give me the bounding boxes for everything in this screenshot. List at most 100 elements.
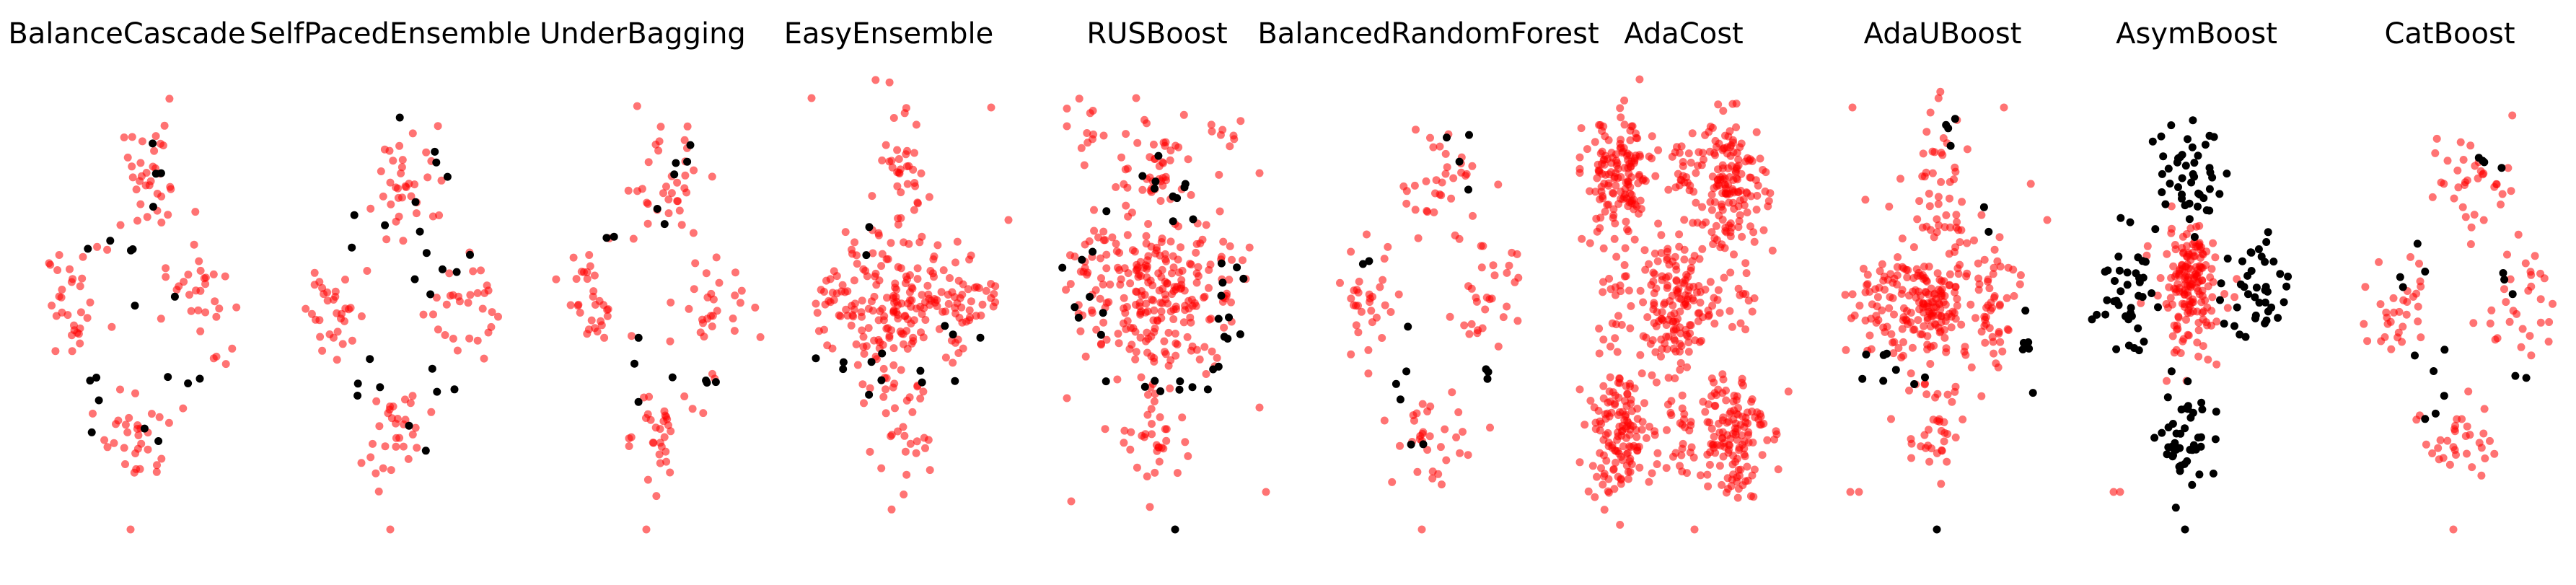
minority-point: [1671, 262, 1680, 270]
minority-point: [1750, 465, 1759, 474]
minority-point: [1750, 237, 1759, 246]
minority-point: [1942, 344, 1951, 353]
minority-point: [1667, 411, 1676, 419]
minority-point: [1929, 303, 1938, 312]
minority-point: [1922, 390, 1931, 399]
minority-point: [1132, 94, 1140, 102]
minority-point: [130, 468, 139, 477]
majority-point: [2163, 450, 2171, 459]
panel-title: UnderBagging: [540, 17, 746, 50]
minority-point: [1596, 449, 1604, 457]
minority-point: [55, 251, 63, 259]
minority-point: [2193, 338, 2202, 347]
majority-point: [1465, 131, 1473, 139]
minority-point: [2184, 291, 2193, 300]
minority-point: [1623, 225, 1631, 234]
minority-point: [1741, 259, 1750, 268]
minority-point: [1980, 255, 1989, 264]
majority-point: [812, 354, 820, 363]
minority-point: [1700, 155, 1707, 164]
majority-point: [672, 159, 680, 167]
minority-point: [473, 336, 482, 345]
majority-point: [2111, 277, 2119, 285]
minority-point: [1620, 272, 1629, 281]
minority-point: [1609, 189, 1618, 198]
majority-point: [154, 437, 163, 445]
minority-point: [1678, 404, 1687, 413]
minority-point: [386, 525, 395, 534]
majority-point: [2480, 158, 2489, 167]
majority-point: [426, 290, 435, 299]
majority-point: [1858, 374, 1867, 383]
majority-point: [1169, 217, 1177, 226]
minority-point: [1707, 228, 1716, 237]
minority-point: [1626, 136, 1635, 144]
majority-point: [2198, 405, 2207, 414]
minority-point: [902, 162, 911, 171]
minority-point: [1477, 263, 1486, 272]
majority-point: [452, 268, 461, 276]
minority-point: [1985, 324, 1994, 333]
minority-point: [1090, 226, 1099, 235]
minority-point: [1611, 399, 1619, 408]
minority-point: [1879, 276, 1888, 285]
minority-point: [1930, 289, 1939, 298]
minority-point: [1878, 306, 1886, 315]
majority-point: [2181, 424, 2189, 433]
minority-point: [1486, 423, 1494, 432]
majority-point: [2123, 281, 2132, 289]
majority-point: [1169, 192, 1177, 201]
minority-point: [408, 392, 417, 400]
minority-point: [1701, 408, 1710, 416]
minority-point: [473, 289, 482, 297]
minority-point: [1192, 278, 1201, 287]
minority-point: [1138, 185, 1147, 194]
minority-point: [2507, 187, 2515, 195]
minority-point: [1739, 381, 1747, 390]
minority-point: [1610, 172, 1619, 181]
minority-point: [597, 317, 605, 325]
minority-point: [1094, 233, 1102, 242]
minority-point: [682, 188, 691, 197]
minority-point: [1963, 239, 1971, 247]
minority-point: [1513, 317, 1522, 325]
minority-point: [1262, 488, 1270, 496]
minority-point: [1380, 255, 1389, 263]
majority-point: [949, 330, 957, 339]
majority-point: [2161, 200, 2170, 208]
minority-point: [1762, 168, 1770, 177]
minority-point: [1138, 291, 1146, 300]
majority-point: [686, 141, 695, 149]
minority-point: [708, 172, 716, 181]
majority-point: [450, 385, 459, 394]
majority-point: [353, 392, 362, 400]
minority-point: [1352, 321, 1360, 330]
minority-point: [2498, 190, 2507, 198]
minority-point: [1612, 447, 1620, 455]
minority-point: [852, 340, 861, 348]
minority-point: [1745, 157, 1754, 165]
minority-point: [395, 141, 404, 150]
minority-point: [1600, 506, 1609, 514]
minority-point: [1942, 211, 1951, 219]
minority-point: [1728, 100, 1737, 108]
minority-point: [1595, 167, 1603, 176]
minority-point: [1657, 249, 1666, 258]
minority-point: [1707, 190, 1716, 199]
minority-point: [1132, 348, 1140, 356]
minority-point: [2186, 224, 2195, 232]
minority-point: [964, 285, 972, 294]
minority-point: [1150, 353, 1159, 362]
majority-point: [668, 373, 677, 382]
minority-point: [1718, 200, 1726, 208]
minority-point: [1898, 234, 1907, 243]
minority-point: [667, 189, 676, 198]
majority-point: [2399, 283, 2407, 291]
minority-point: [1679, 162, 1687, 170]
majority-point: [2220, 320, 2228, 328]
minority-point: [1469, 211, 1477, 220]
minority-point: [2209, 239, 2217, 247]
minority-point: [1617, 136, 1625, 144]
minority-point: [1157, 273, 1166, 281]
minority-point: [215, 304, 224, 313]
